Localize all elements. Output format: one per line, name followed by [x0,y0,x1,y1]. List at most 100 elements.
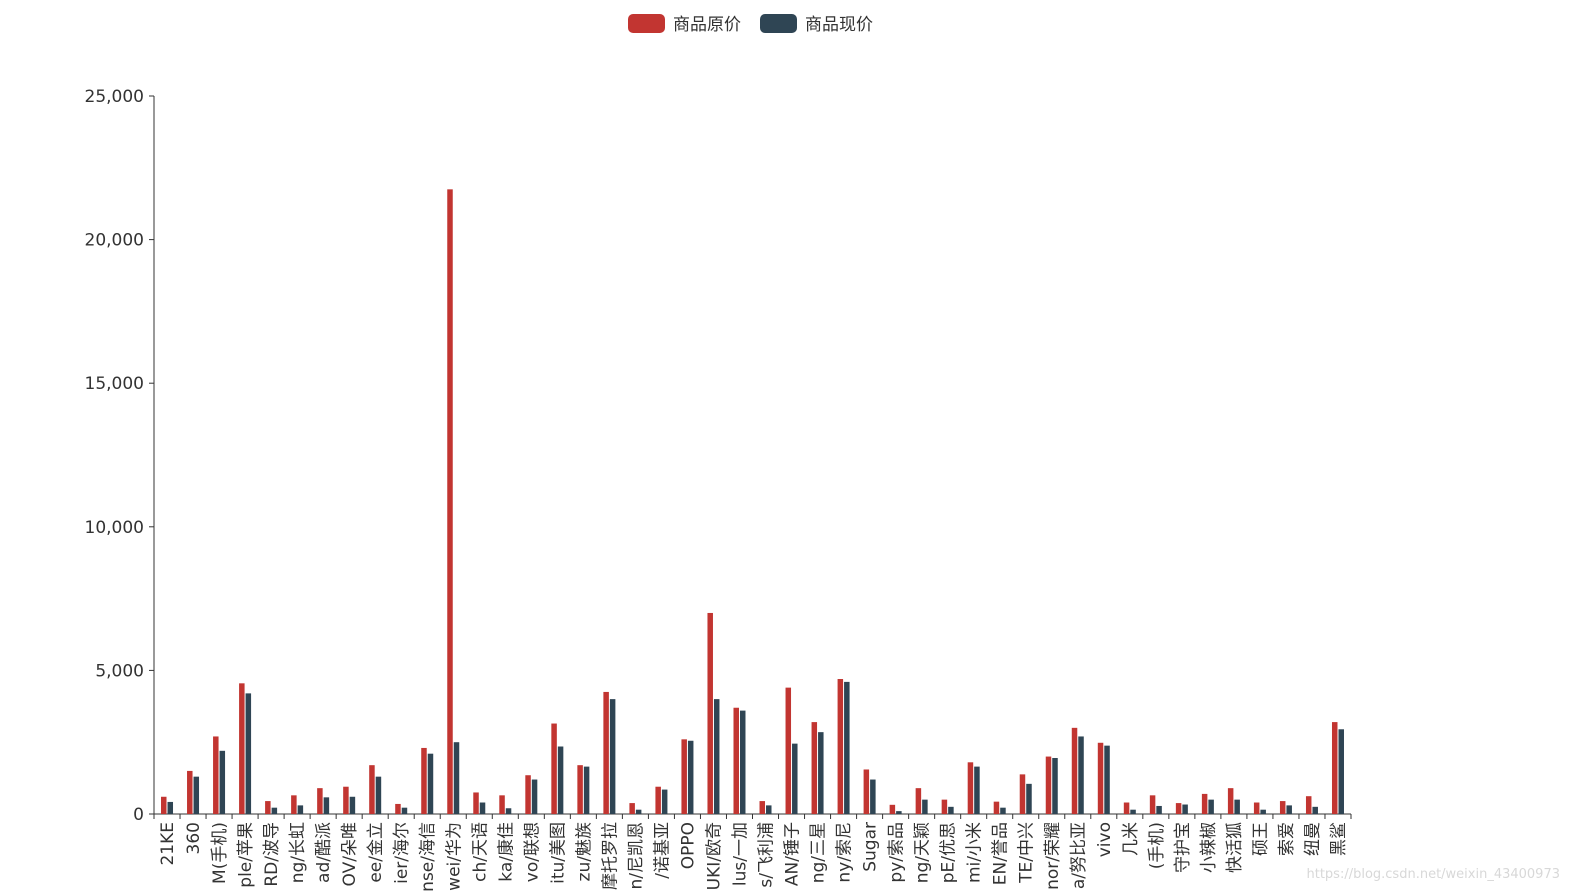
bar-original-price[interactable] [1097,742,1104,814]
x-tick-label: Sugar [861,822,881,872]
bar-current-price[interactable] [531,779,538,814]
bar-current-price[interactable] [1234,799,1240,814]
bar-original-price[interactable] [629,803,635,814]
bar-current-price[interactable] [1078,736,1084,814]
bar-original-price[interactable] [1201,793,1208,814]
bar-current-price[interactable] [453,742,460,814]
bar-current-price[interactable] [1182,804,1188,814]
bar-original-price[interactable] [889,804,896,814]
bar-original-price[interactable] [707,612,713,814]
bar-original-price[interactable] [759,801,766,814]
bar-original-price[interactable] [915,788,922,814]
bar-current-price[interactable] [1286,805,1292,814]
bar-current-price[interactable] [219,750,226,814]
bar-current-price[interactable] [349,796,356,814]
bar-original-price[interactable] [863,769,870,814]
bar-original-price[interactable] [1123,802,1130,814]
bar-original-price[interactable] [1253,802,1260,814]
bar-original-price[interactable] [681,739,687,814]
bar-current-price[interactable] [505,808,512,814]
bar-current-price[interactable] [323,797,330,814]
bar-current-price[interactable] [661,789,668,814]
bar-original-price[interactable] [499,795,505,814]
bar-current-price[interactable] [766,805,772,814]
bar-original-price[interactable] [811,722,818,814]
bar-original-price[interactable] [551,723,557,814]
bar-current-price[interactable] [1130,809,1136,814]
bar-current-price[interactable] [1312,806,1318,814]
bar-current-price[interactable] [583,766,590,814]
bar-current-price[interactable] [1104,745,1110,814]
bar-current-price[interactable] [1052,757,1058,814]
bar-original-price[interactable] [785,687,792,814]
bar-original-price[interactable] [837,679,844,814]
bar-original-price[interactable] [1045,756,1052,814]
bar-original-price[interactable] [577,765,583,814]
bar-current-price[interactable] [271,807,278,814]
bar-current-price[interactable] [844,681,850,814]
bar-original-price[interactable] [395,803,401,814]
bar-current-price[interactable] [948,806,954,814]
bar-original-price[interactable] [1227,788,1234,814]
legend-item-original-price[interactable]: 商品原价 [628,14,741,35]
bar-current-price[interactable] [1260,809,1266,814]
bar-original-price[interactable] [525,775,531,814]
bar-current-price[interactable] [1156,805,1162,814]
bar-current-price[interactable] [297,805,304,814]
bar-current-price[interactable] [687,740,694,814]
bar-original-price[interactable] [421,747,427,814]
bar-current-price[interactable] [792,743,798,814]
bar-original-price[interactable] [1305,796,1312,814]
bar-current-price[interactable] [427,753,434,814]
bar-current-price[interactable] [870,779,876,814]
bar-original-price[interactable] [473,792,479,814]
bar-current-price[interactable] [635,809,642,814]
bar-original-price[interactable] [291,795,297,814]
bar-current-price[interactable] [193,776,200,814]
bar-original-price[interactable] [1019,774,1026,814]
bar-current-price[interactable] [245,693,252,814]
bar-current-price[interactable] [1026,783,1032,814]
bar-original-price[interactable] [733,707,739,814]
bar-current-price[interactable] [401,807,408,814]
bar-original-price[interactable] [369,765,375,814]
watermark: https://blog.csdn.net/weixin_43400973 [1306,867,1560,882]
bar-current-price[interactable] [167,801,174,814]
bar-current-price[interactable] [609,699,616,814]
bar-current-price[interactable] [1338,729,1344,814]
bar-original-price[interactable] [239,683,245,814]
bar-original-price[interactable] [1071,727,1078,814]
legend-item-current-price[interactable]: 商品现价 [760,14,873,35]
bar-current-price[interactable] [557,746,564,814]
bar-original-price[interactable] [447,189,453,815]
bar-current-price[interactable] [375,776,382,814]
bar-original-price[interactable] [1279,801,1286,814]
x-tick-label: OV/朵唯 [340,822,360,886]
bar-original-price[interactable] [213,736,219,814]
bar-current-price[interactable] [922,799,928,814]
bar-current-price[interactable] [974,766,980,814]
bar-current-price[interactable] [479,802,486,814]
bar-current-price[interactable] [739,710,746,814]
bar-current-price[interactable] [1208,799,1214,814]
x-tick-label: 黑鲨 [1329,822,1349,856]
bar-original-price[interactable] [265,801,271,814]
bar-original-price[interactable] [1175,803,1182,814]
bar-original-price[interactable] [941,799,948,814]
bar-current-price[interactable] [818,732,824,814]
bar-original-price[interactable] [317,788,323,814]
bar-original-price[interactable] [1149,795,1156,814]
bar-current-price[interactable] [1000,807,1006,814]
bar-original-price[interactable] [967,762,974,814]
bar-original-price[interactable] [1331,722,1338,814]
bar-original-price[interactable] [161,796,167,814]
x-tick-label: ee/金立 [366,822,386,883]
bar-original-price[interactable] [343,786,349,814]
bar-current-price[interactable] [713,699,720,814]
bar-original-price[interactable] [993,801,1000,814]
bar-original-price[interactable] [603,691,609,814]
bar-original-price[interactable] [655,786,661,814]
x-tick-label: s/飞利浦 [757,822,777,888]
bar-original-price[interactable] [187,770,193,814]
bar-current-price[interactable] [896,811,902,814]
